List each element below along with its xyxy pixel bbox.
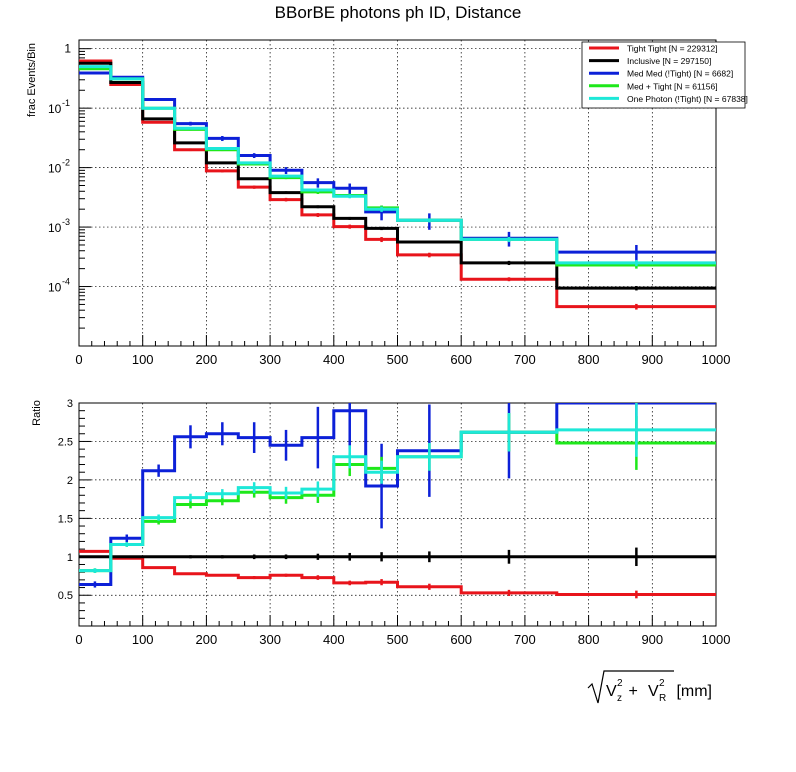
plot-area	[79, 403, 716, 599]
y-tick-label: 1	[64, 42, 71, 56]
y-tick-label-base: 10	[48, 102, 62, 116]
legend-label: Med Med (!Tight) [N = 6682]	[627, 69, 733, 79]
x-tick-label: 100	[132, 632, 154, 647]
x-tick-label: 600	[450, 352, 472, 367]
x-axis-sub-1: z	[617, 693, 622, 704]
legend-entry: Med + Tight [N = 61156]	[589, 81, 718, 91]
legend-label: Inclusive [N = 297150]	[627, 56, 711, 66]
x-tick-label: 500	[387, 632, 409, 647]
y-axis-title: Ratio	[31, 400, 43, 426]
x-axis-plus: +	[624, 683, 642, 700]
x-tick-label: 100	[132, 352, 154, 367]
chart-title: BBorBE photons ph ID, Distance	[275, 3, 522, 22]
x-tick-label: 200	[196, 632, 218, 647]
x-tick-label: 0	[75, 352, 82, 367]
legend-entry: Inclusive [N = 297150]	[589, 56, 711, 66]
series-1	[79, 61, 716, 291]
legend-label: Med + Tight [N = 61156]	[627, 81, 718, 91]
x-tick-label: 600	[450, 632, 472, 647]
y-tick-label-exponent: -2	[62, 158, 70, 168]
x-tick-label: 400	[323, 632, 345, 647]
y-tick-label: 0.5	[58, 590, 73, 602]
ratio-panel: 0 100 200 300 400 500 600 700 800 900 1000 0.5 1 1.5 2…	[31, 398, 730, 647]
y-tick-label-exponent: -1	[62, 98, 70, 108]
y-tick-label: 2.5	[58, 436, 73, 448]
x-tick-label: 1000	[702, 632, 731, 647]
series-4	[79, 65, 716, 267]
x-tick-label: 800	[578, 352, 600, 367]
legend-label: Tight Tight [N = 229312]	[627, 44, 718, 54]
x-axis-title: V 2 z + V 2 R [mm]	[587, 670, 712, 704]
x-axis-radicand-1: V	[606, 683, 617, 700]
y-tick-label-base: 10	[48, 162, 62, 176]
y-tick-label-exponent: -4	[62, 277, 70, 287]
series-1	[79, 547, 716, 567]
series-0	[79, 549, 716, 599]
y-tick-label-exponent: -3	[62, 217, 70, 227]
y-axis-title: frac Events/Bin	[26, 43, 38, 117]
legend-entry: Med Med (!Tight) [N = 6682]	[589, 69, 733, 79]
x-tick-label: 900	[641, 632, 663, 647]
x-tick-label: 900	[641, 352, 663, 367]
y-tick-label: 1.5	[58, 513, 73, 525]
y-tick-label: 1	[67, 552, 73, 564]
x-tick-label: 700	[514, 632, 536, 647]
x-tick-label: 0	[75, 632, 82, 647]
legend: Tight Tight [N = 229312] Inclusive [N = 2…	[581, 41, 748, 109]
x-axis-radicand-2: V	[648, 683, 659, 700]
y-tick-label: 3	[67, 398, 73, 410]
x-axis-unit: [mm]	[672, 683, 712, 700]
x-tick-label: 700	[514, 352, 536, 367]
series-4	[79, 403, 716, 573]
x-tick-label: 800	[578, 632, 600, 647]
x-tick-label: 200	[196, 352, 218, 367]
x-tick-label: 300	[259, 352, 281, 367]
x-axis-sup-1: 2	[617, 678, 623, 689]
y-tick-label-base: 10	[48, 221, 62, 235]
x-tick-label: 1000	[702, 352, 731, 367]
plot-area	[79, 59, 716, 310]
legend-label: One Photon (!Tight) [N = 67838]	[627, 94, 748, 104]
x-tick-label: 500	[387, 352, 409, 367]
y-tick-label-base: 10	[48, 281, 62, 295]
sqrt-sign	[587, 670, 674, 704]
x-axis-sub-2: R	[659, 693, 666, 704]
legend-entry: Tight Tight [N = 229312]	[589, 44, 718, 54]
x-tick-label: 300	[259, 632, 281, 647]
y-tick-label: 2	[67, 475, 73, 487]
x-tick-label: 400	[323, 352, 345, 367]
series-0	[79, 59, 716, 310]
x-axis-sup-2: 2	[659, 678, 665, 689]
legend-entry: One Photon (!Tight) [N = 67838]	[589, 94, 748, 104]
